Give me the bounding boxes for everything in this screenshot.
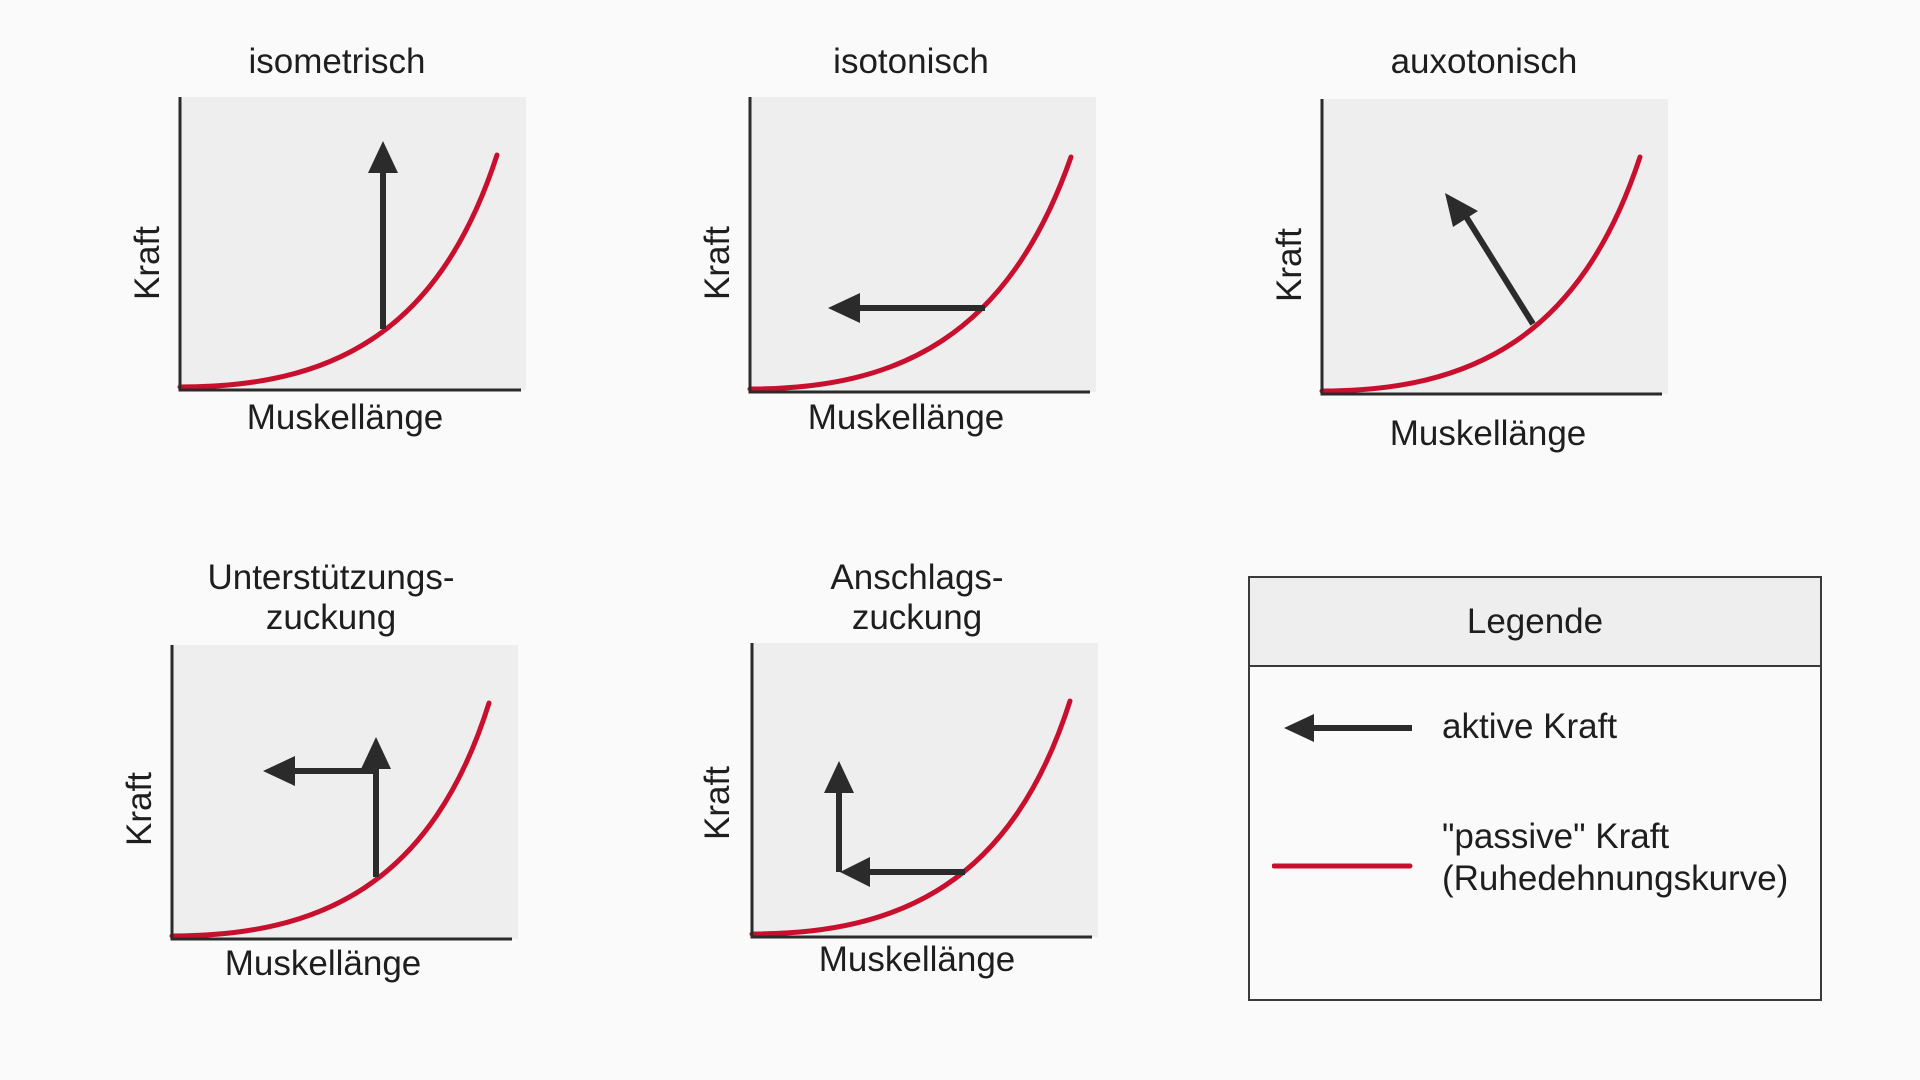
- legend-active-label: aktive Kraft: [1442, 707, 1618, 746]
- plot-background: [180, 97, 526, 390]
- passive-force-line-icon: [1272, 863, 1413, 869]
- plot-background: [172, 645, 518, 939]
- y-axis-label: Kraft: [1270, 228, 1309, 302]
- axis-lines: [1320, 99, 1662, 396]
- plot-area: [177, 97, 528, 392]
- arrow-head: [368, 141, 398, 173]
- diagram-svg: [749, 643, 1098, 939]
- diagram-svg: [1319, 99, 1668, 396]
- plot-background: [750, 97, 1096, 392]
- y-axis-label: Kraft: [120, 772, 159, 846]
- plot-area: [1319, 99, 1670, 396]
- panel-title-line2: zuckung: [851, 598, 983, 637]
- axis-lines: [178, 97, 521, 392]
- passive-force-curve: [169, 700, 492, 939]
- plot-area: [749, 643, 1100, 940]
- panel-title: isotonisch: [833, 42, 989, 81]
- passive-force-curve: [747, 154, 1074, 392]
- legend-passive-label-line2: (Ruhedehnungskurve): [1442, 859, 1789, 898]
- plot-area: [169, 645, 520, 942]
- passive-force-curve: [1319, 154, 1643, 394]
- y-axis-label: Kraft: [128, 226, 167, 300]
- passive-force-curve: [177, 152, 500, 390]
- arrow-head: [1445, 193, 1478, 227]
- passive-force-curve: [749, 698, 1073, 937]
- panel-title: isometrisch: [248, 42, 426, 81]
- diagram-svg: [169, 645, 518, 941]
- arrow-head: [263, 756, 295, 786]
- panel-title-line2: zuckung: [265, 598, 397, 637]
- panel-title-line1: Anschlags-: [830, 558, 1004, 597]
- panel-title: auxotonisch: [1390, 42, 1578, 81]
- legend-title: Legende: [1250, 578, 1820, 667]
- arrow-head: [828, 293, 860, 323]
- panel-title-line1: Unterstützungs-: [207, 558, 455, 597]
- x-axis-label: Muskellänge: [1389, 414, 1587, 453]
- y-axis-label: Kraft: [698, 766, 737, 840]
- x-axis-label: Muskellänge: [224, 944, 422, 983]
- arrow-head: [824, 761, 854, 793]
- arrow-head: [361, 737, 391, 769]
- axis-lines: [748, 97, 1090, 394]
- x-axis-label: Muskellänge: [246, 398, 444, 437]
- arrow-head: [840, 857, 870, 887]
- legend-arrow-head: [1284, 714, 1314, 742]
- plot-area: [747, 97, 1098, 394]
- y-axis-label: Kraft: [698, 226, 737, 300]
- axis-lines: [750, 643, 1092, 939]
- plot-background: [1322, 99, 1668, 394]
- x-axis-label: Muskellänge: [807, 398, 1005, 437]
- x-axis-label: Muskellänge: [818, 940, 1016, 979]
- active-force-arrow-icon: [1284, 714, 1412, 742]
- plot-background: [752, 643, 1098, 937]
- legend-box: Legende aktive Kraft "passive" Kraft (Ru…: [1248, 576, 1822, 1001]
- diagram-svg: [747, 97, 1096, 394]
- active-force-arrow: [1457, 205, 1536, 326]
- axis-lines: [170, 645, 512, 941]
- diagram-svg: [177, 97, 526, 392]
- legend-passive-label-line1: "passive" Kraft: [1442, 817, 1670, 856]
